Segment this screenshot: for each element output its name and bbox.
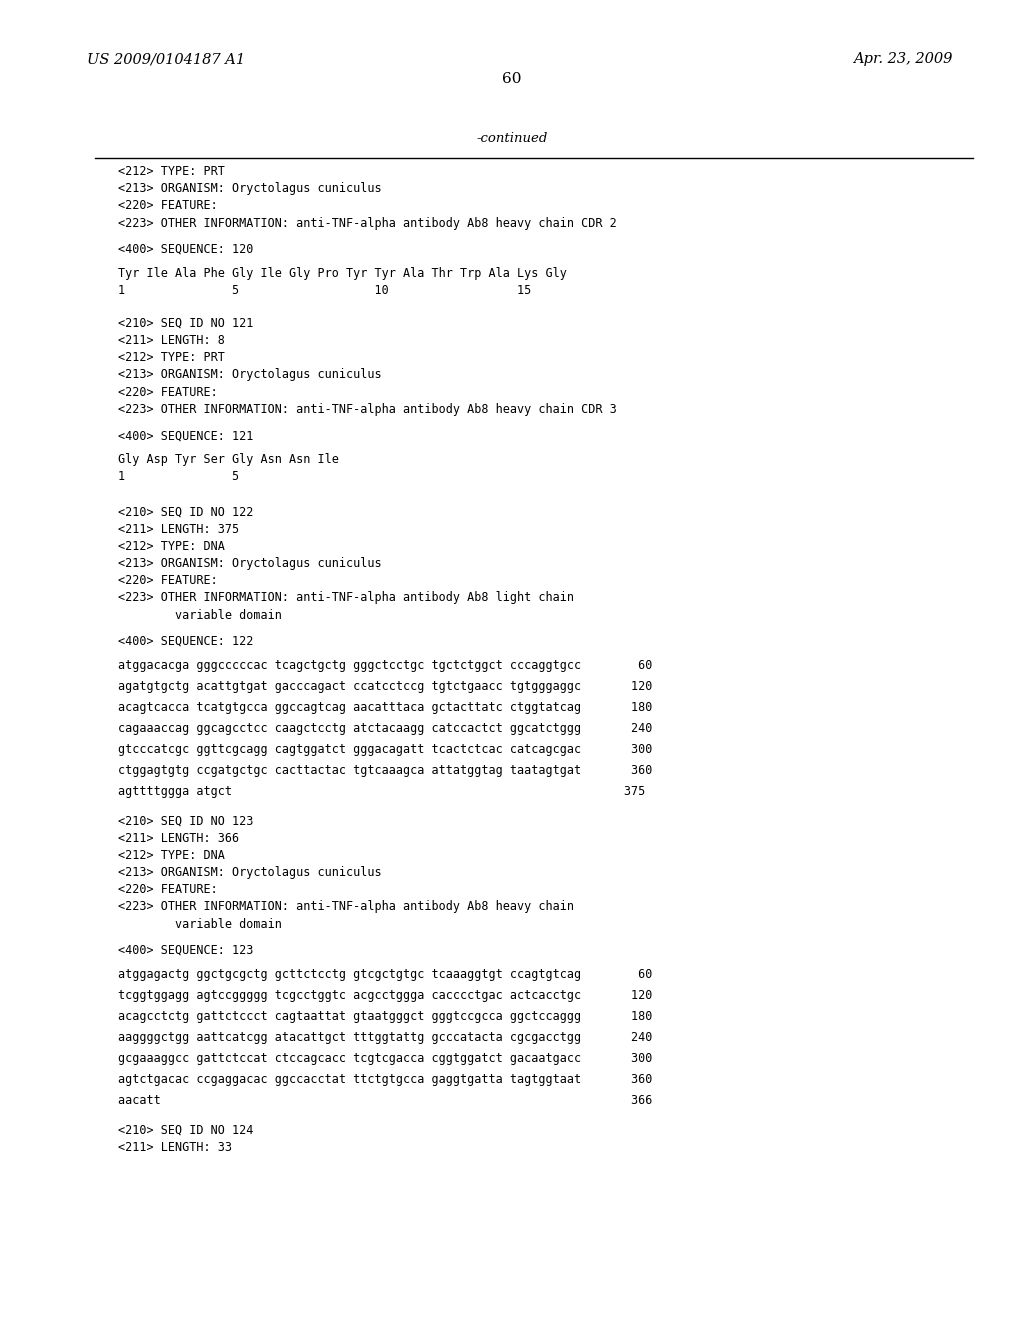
Text: agtctgacac ccgaggacac ggccacctat ttctgtgcca gaggtgatta tagtggtaat       360: agtctgacac ccgaggacac ggccacctat ttctgtg… <box>118 1073 652 1086</box>
Text: aaggggctgg aattcatcgg atacattgct tttggtattg gcccatacta cgcgacctgg       240: aaggggctgg aattcatcgg atacattgct tttggta… <box>118 1031 652 1044</box>
Text: variable domain: variable domain <box>118 917 282 931</box>
Text: gtcccatcgc ggttcgcagg cagtggatct gggacagatt tcactctcac catcagcgac       300: gtcccatcgc ggttcgcagg cagtggatct gggacag… <box>118 743 652 756</box>
Text: gcgaaaggcc gattctccat ctccagcacc tcgtcgacca cggtggatct gacaatgacc       300: gcgaaaggcc gattctccat ctccagcacc tcgtcga… <box>118 1052 652 1065</box>
Text: <211> LENGTH: 375: <211> LENGTH: 375 <box>118 523 239 536</box>
Text: <210> SEQ ID NO 124: <210> SEQ ID NO 124 <box>118 1123 253 1137</box>
Text: agatgtgctg acattgtgat gacccagact ccatcctccg tgtctgaacc tgtgggaggc       120: agatgtgctg acattgtgat gacccagact ccatcct… <box>118 680 652 693</box>
Text: 1               5                   10                  15: 1 5 10 15 <box>118 284 531 297</box>
Text: atggacacga gggcccccac tcagctgctg gggctcctgc tgctctggct cccaggtgcc        60: atggacacga gggcccccac tcagctgctg gggctcc… <box>118 659 652 672</box>
Text: acagcctctg gattctccct cagtaattat gtaatgggct gggtccgcca ggctccaggg       180: acagcctctg gattctccct cagtaattat gtaatgg… <box>118 1010 652 1023</box>
Text: <211> LENGTH: 33: <211> LENGTH: 33 <box>118 1140 231 1154</box>
Text: <211> LENGTH: 8: <211> LENGTH: 8 <box>118 334 224 347</box>
Text: <223> OTHER INFORMATION: anti-TNF-alpha antibody Ab8 heavy chain: <223> OTHER INFORMATION: anti-TNF-alpha … <box>118 900 573 913</box>
Text: variable domain: variable domain <box>118 609 282 622</box>
Text: <211> LENGTH: 366: <211> LENGTH: 366 <box>118 832 239 845</box>
Text: <210> SEQ ID NO 122: <210> SEQ ID NO 122 <box>118 506 253 519</box>
Text: <220> FEATURE:: <220> FEATURE: <box>118 883 217 896</box>
Text: <223> OTHER INFORMATION: anti-TNF-alpha antibody Ab8 heavy chain CDR 3: <223> OTHER INFORMATION: anti-TNF-alpha … <box>118 403 616 416</box>
Text: <220> FEATURE:: <220> FEATURE: <box>118 199 217 213</box>
Text: <210> SEQ ID NO 123: <210> SEQ ID NO 123 <box>118 814 253 828</box>
Text: 60: 60 <box>502 73 522 86</box>
Text: agttttggga atgct                                                       375: agttttggga atgct 375 <box>118 785 645 799</box>
Text: atggagactg ggctgcgctg gcttctcctg gtcgctgtgc tcaaaggtgt ccagtgtcag        60: atggagactg ggctgcgctg gcttctcctg gtcgctg… <box>118 968 652 981</box>
Text: acagtcacca tcatgtgcca ggccagtcag aacatttaca gctacttatc ctggtatcag       180: acagtcacca tcatgtgcca ggccagtcag aacattt… <box>118 701 652 714</box>
Text: <213> ORGANISM: Oryctolagus cuniculus: <213> ORGANISM: Oryctolagus cuniculus <box>118 182 381 195</box>
Text: <223> OTHER INFORMATION: anti-TNF-alpha antibody Ab8 light chain: <223> OTHER INFORMATION: anti-TNF-alpha … <box>118 591 573 605</box>
Text: <220> FEATURE:: <220> FEATURE: <box>118 385 217 399</box>
Text: <400> SEQUENCE: 121: <400> SEQUENCE: 121 <box>118 429 253 442</box>
Text: aacatt                                                                  366: aacatt 366 <box>118 1094 652 1107</box>
Text: -continued: -continued <box>476 132 548 145</box>
Text: <212> TYPE: PRT: <212> TYPE: PRT <box>118 351 224 364</box>
Text: <400> SEQUENCE: 122: <400> SEQUENCE: 122 <box>118 635 253 648</box>
Text: <223> OTHER INFORMATION: anti-TNF-alpha antibody Ab8 heavy chain CDR 2: <223> OTHER INFORMATION: anti-TNF-alpha … <box>118 216 616 230</box>
Text: Tyr Ile Ala Phe Gly Ile Gly Pro Tyr Tyr Ala Thr Trp Ala Lys Gly: Tyr Ile Ala Phe Gly Ile Gly Pro Tyr Tyr … <box>118 267 566 280</box>
Text: tcggtggagg agtccggggg tcgcctggtc acgcctggga cacccctgac actcacctgc       120: tcggtggagg agtccggggg tcgcctggtc acgcctg… <box>118 989 652 1002</box>
Text: <400> SEQUENCE: 123: <400> SEQUENCE: 123 <box>118 944 253 957</box>
Text: cagaaaccag ggcagcctcc caagctcctg atctacaagg catccactct ggcatctggg       240: cagaaaccag ggcagcctcc caagctcctg atctaca… <box>118 722 652 735</box>
Text: <212> TYPE: PRT: <212> TYPE: PRT <box>118 165 224 178</box>
Text: ctggagtgtg ccgatgctgc cacttactac tgtcaaagca attatggtag taatagtgat       360: ctggagtgtg ccgatgctgc cacttactac tgtcaaa… <box>118 764 652 777</box>
Text: Gly Asp Tyr Ser Gly Asn Asn Ile: Gly Asp Tyr Ser Gly Asn Asn Ile <box>118 453 339 466</box>
Text: 1               5: 1 5 <box>118 470 239 483</box>
Text: <220> FEATURE:: <220> FEATURE: <box>118 574 217 587</box>
Text: <213> ORGANISM: Oryctolagus cuniculus: <213> ORGANISM: Oryctolagus cuniculus <box>118 557 381 570</box>
Text: <212> TYPE: DNA: <212> TYPE: DNA <box>118 540 224 553</box>
Text: <213> ORGANISM: Oryctolagus cuniculus: <213> ORGANISM: Oryctolagus cuniculus <box>118 866 381 879</box>
Text: <400> SEQUENCE: 120: <400> SEQUENCE: 120 <box>118 243 253 256</box>
Text: Apr. 23, 2009: Apr. 23, 2009 <box>853 53 952 66</box>
Text: <210> SEQ ID NO 121: <210> SEQ ID NO 121 <box>118 317 253 330</box>
Text: <213> ORGANISM: Oryctolagus cuniculus: <213> ORGANISM: Oryctolagus cuniculus <box>118 368 381 381</box>
Text: US 2009/0104187 A1: US 2009/0104187 A1 <box>87 53 245 66</box>
Text: <212> TYPE: DNA: <212> TYPE: DNA <box>118 849 224 862</box>
